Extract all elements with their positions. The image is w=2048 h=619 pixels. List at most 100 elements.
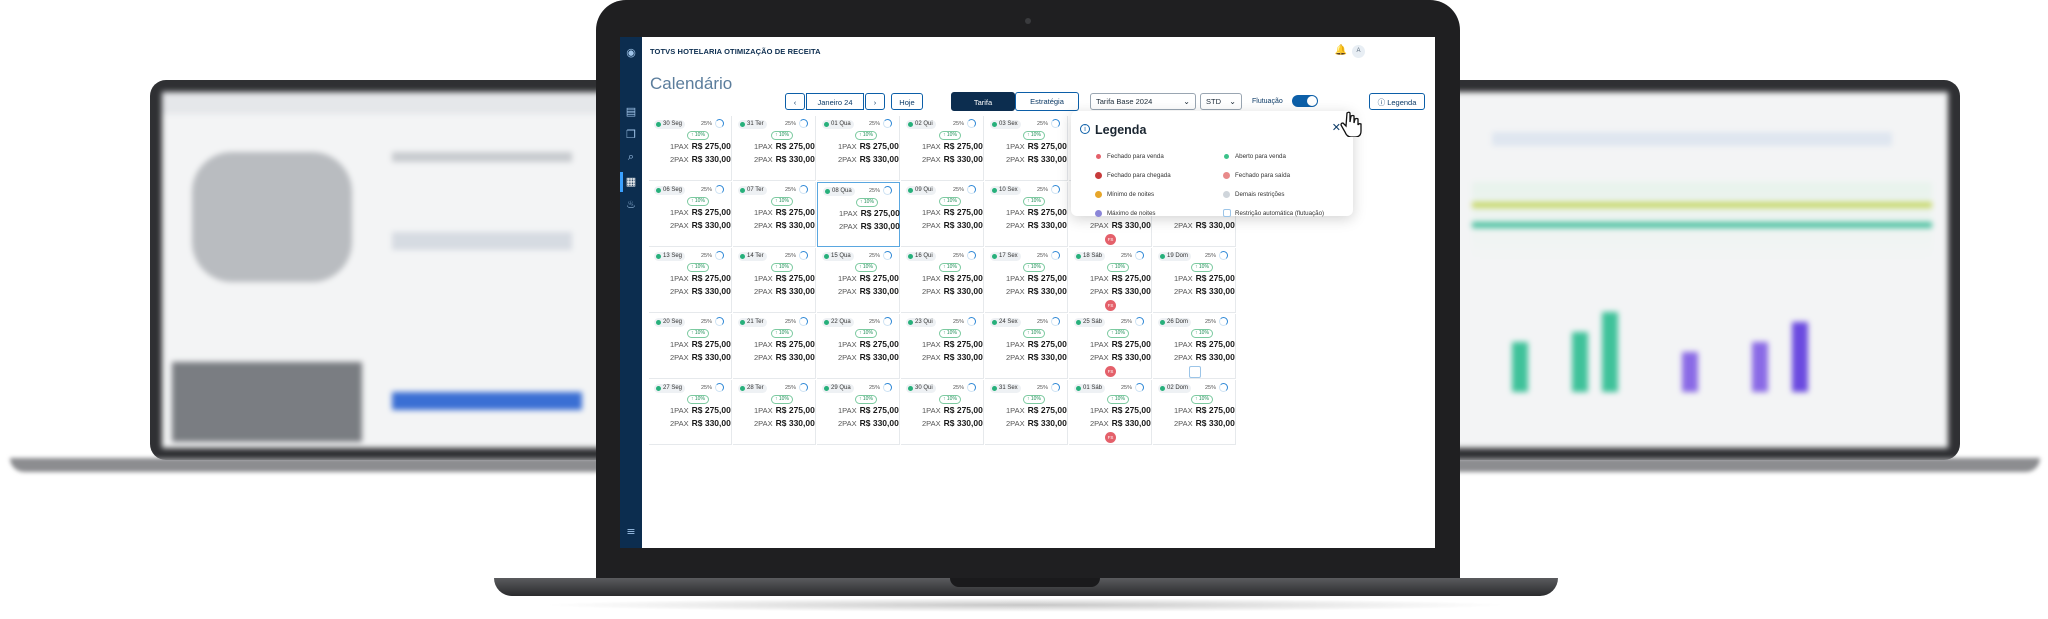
legend-item: Restrição automática (flutuação) (1235, 210, 1325, 217)
calendar-day-cell[interactable]: 30 Qui 25% ↑ 10% 1PAX R$ 275,00 2PAX R$ 330,00 (901, 380, 984, 445)
occupancy-ring-icon (1135, 383, 1144, 392)
calendar-day-cell[interactable]: 17 Sex 25% ↑ 10% 1PAX R$ 275,00 2PAX R$ 330,00 (985, 248, 1068, 313)
calendar-day-cell[interactable]: 28 Ter 25% ↑ 10% 1PAX R$ 275,00 2PAX R$ 330,00 (733, 380, 816, 445)
calendar-day-cell[interactable]: 06 Seg 25% ↑ 10% 1PAX R$ 275,00 2PAX R$ 330,00 (649, 182, 732, 247)
calendar-day-cell[interactable]: 09 Qui 25% ↑ 10% 1PAX R$ 275,00 2PAX R$ 330,00 (901, 182, 984, 247)
rate-value: R$ 275,00 (1111, 339, 1151, 349)
pax-label: 1PAX (838, 406, 857, 415)
calendar-day-cell[interactable]: 31 Sex 25% ↑ 10% 1PAX R$ 275,00 2PAX R$ 330,00 (985, 380, 1068, 445)
copy-icon[interactable]: ❐ (626, 128, 636, 141)
rate-value: R$ 275,00 (1027, 339, 1067, 349)
prev-month-button[interactable]: ‹ (785, 93, 805, 110)
search-icon[interactable]: ⌕ (627, 150, 635, 163)
day-label: 25 Sáb (1074, 318, 1106, 327)
tab-tarifa[interactable]: Tarifa (951, 92, 1015, 111)
calendar-day-cell[interactable]: 25 Sáb 25% ↑ 10% 1PAX R$ 275,00 2PAX R$ 330,00… (1069, 314, 1152, 379)
bed-icon[interactable]: ♨ (626, 198, 636, 211)
calendar-day-cell[interactable]: 20 Seg 25% ↑ 10% 1PAX R$ 275,00 2PAX R$ 330,00 (649, 314, 732, 379)
legend-item: Fechado para chegada (1107, 172, 1171, 179)
occupancy-percent: 25% (700, 121, 712, 127)
tarifa-select[interactable]: Tarifa Base 2024 ⌄ (1090, 93, 1196, 110)
calendar-day-cell[interactable]: 15 Qua 25% ↑ 10% 1PAX R$ 275,00 2PAX R$ 330,00 (817, 248, 900, 313)
legend-button[interactable]: ⓘ Legenda (1369, 93, 1425, 110)
calendar-icon[interactable]: ▦ (625, 175, 637, 188)
calendar-day-cell[interactable]: 13 Seg 25% ↑ 10% 1PAX R$ 275,00 2PAX R$ 330,00 (649, 248, 732, 313)
rate-value: R$ 275,00 (1111, 405, 1151, 415)
calendar-day-cell[interactable]: 26 Dom 25% ↑ 10% 1PAX R$ 275,00 2PAX R$ 330,00 (1153, 314, 1236, 379)
rate-value: R$ 275,00 (691, 405, 731, 415)
month-label[interactable]: Janeiro 24 (806, 93, 864, 110)
calendar-day-cell[interactable]: 24 Sex 25% ↑ 10% 1PAX R$ 275,00 2PAX R$ 330,00 (985, 314, 1068, 379)
calendar-day-cell[interactable]: 31 Ter 25% ↑ 10% 1PAX R$ 275,00 2PAX R$ 330,00 (733, 116, 816, 181)
occupancy-percent: 25% (784, 253, 796, 259)
occupancy-ring-icon (715, 185, 724, 194)
rate-value: R$ 275,00 (943, 141, 983, 151)
calendar-day-cell[interactable]: 29 Qua 25% ↑ 10% 1PAX R$ 275,00 2PAX R$ 330,00 (817, 380, 900, 445)
calendar-day-cell[interactable]: 02 Qui 25% ↑ 10% 1PAX R$ 275,00 2PAX R$ 330,00 (901, 116, 984, 181)
occupancy-percent: 25% (700, 385, 712, 391)
occupancy-ring-icon (1135, 251, 1144, 260)
calendar-day-cell[interactable]: 08 Qua 25% ↑ 10% 1PAX R$ 275,00 2PAX R$ 330,00 (817, 182, 900, 247)
calendar-day-cell[interactable]: 21 Ter 25% ↑ 10% 1PAX R$ 275,00 2PAX R$ 330,00 (733, 314, 816, 379)
calendar-day-cell[interactable]: 03 Sex 25% ↑ 10% 1PAX R$ 275,00 2PAX R$ 330,00 (985, 116, 1068, 181)
rate-value: R$ 330,00 (1195, 418, 1235, 428)
pax-label: 1PAX (754, 340, 773, 349)
variation-badge: ↑ 10% (855, 329, 877, 338)
calendar-day-cell[interactable]: 14 Ter 25% ↑ 10% 1PAX R$ 275,00 2PAX R$ 330,00 (733, 248, 816, 313)
calendar-day-cell[interactable]: 16 Qui 25% ↑ 10% 1PAX R$ 275,00 2PAX R$ 330,00 (901, 248, 984, 313)
calendar-day-cell[interactable]: 22 Qua 25% ↑ 10% 1PAX R$ 275,00 2PAX R$ 330,00 (817, 314, 900, 379)
occupancy-percent: 25% (700, 253, 712, 259)
variation-badge: ↑ 10% (1107, 263, 1129, 272)
calendar-day-cell[interactable]: 07 Ter 25% ↑ 10% 1PAX R$ 275,00 2PAX R$ 330,00 (733, 182, 816, 247)
calendar-day-cell[interactable]: 23 Qui 25% ↑ 10% 1PAX R$ 275,00 2PAX R$ 330,00 (901, 314, 984, 379)
pax-label: 1PAX (754, 274, 773, 283)
collapse-menu-icon[interactable]: ≡ (626, 525, 636, 538)
pax-label: 2PAX (754, 155, 773, 164)
room-type-select[interactable]: STD ⌄ (1200, 93, 1242, 110)
calendar-day-cell[interactable]: 27 Seg 25% ↑ 10% 1PAX R$ 275,00 2PAX R$ 330,00 (649, 380, 732, 445)
occupancy-ring-icon (1051, 383, 1060, 392)
rate-value: R$ 330,00 (1027, 418, 1067, 428)
bell-icon[interactable]: 🔔 (1334, 45, 1347, 56)
pax-label: 2PAX (670, 353, 689, 362)
calendar-day-cell[interactable]: 01 Sáb 25% ↑ 10% 1PAX R$ 275,00 2PAX R$ 330,00… (1069, 380, 1152, 445)
calendar-day-cell[interactable]: 10 Sex 25% ↑ 10% 1PAX R$ 275,00 2PAX R$ 330,00 (985, 182, 1068, 247)
hand-cursor-icon (1340, 111, 1362, 137)
today-button[interactable]: Hoje (891, 93, 923, 110)
flutuacao-toggle[interactable] (1292, 95, 1318, 107)
day-label: 02 Dom (1158, 384, 1192, 393)
occupancy-percent: 25% (868, 253, 880, 259)
pax-label: 1PAX (670, 142, 689, 151)
calendar-day-cell[interactable]: 30 Seg 25% ↑ 10% 1PAX R$ 275,00 2PAX R$ 330,00 (649, 116, 732, 181)
rate-value: R$ 330,00 (691, 220, 731, 230)
calendar-day-cell[interactable]: 19 Dom 25% ↑ 10% 1PAX R$ 275,00 2PAX R$ 330,00 (1153, 248, 1236, 313)
rate-value: R$ 275,00 (859, 141, 899, 151)
close-icon[interactable]: ✕ (1331, 122, 1341, 134)
occupancy-ring-icon (715, 251, 724, 260)
pax-label: 2PAX (670, 221, 689, 230)
closed-for-departure-icon: FS (1105, 234, 1116, 245)
logo-icon[interactable]: ◉ (626, 46, 636, 59)
calendar-day-cell[interactable]: 01 Qua 25% ↑ 10% 1PAX R$ 275,00 2PAX R$ 330,00 (817, 116, 900, 181)
legend-title: Legenda (1095, 123, 1147, 137)
variation-badge: ↑ 10% (939, 395, 961, 404)
chart-icon[interactable]: ▤ (625, 105, 637, 118)
occupancy-percent: 25% (952, 187, 964, 193)
calendar-day-cell[interactable]: 18 Sáb 25% ↑ 10% 1PAX R$ 275,00 2PAX R$ 330,00… (1069, 248, 1152, 313)
next-month-button[interactable]: › (865, 93, 885, 110)
tab-estrategia[interactable]: Estratégia (1015, 92, 1079, 111)
calendar-day-cell[interactable]: 02 Dom 25% ↑ 10% 1PAX R$ 275,00 2PAX R$ 330,00 (1153, 380, 1236, 445)
avatar[interactable]: A (1352, 45, 1365, 58)
background-screen-left (162, 92, 608, 448)
pax-label: 2PAX (838, 419, 857, 428)
occupancy-percent: 25% (868, 319, 880, 325)
